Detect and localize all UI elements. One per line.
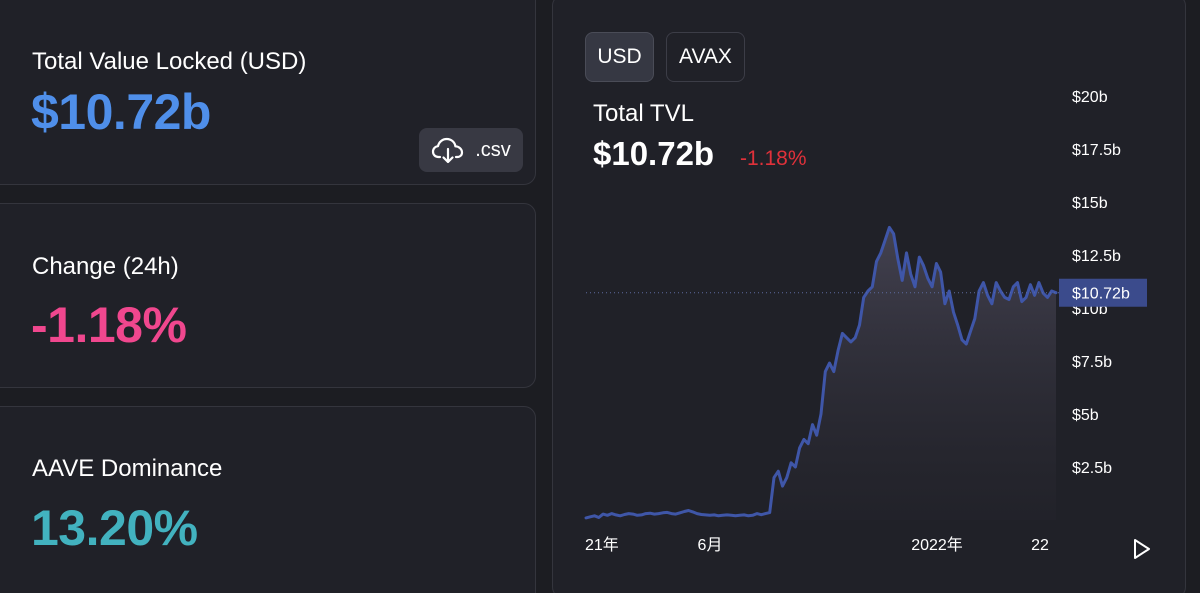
- dominance-value: 13.20%: [31, 500, 198, 556]
- y-tick-label: $5b: [1072, 407, 1099, 424]
- y-tick-label: $2.5b: [1072, 460, 1112, 477]
- tvl-value: $10.72b: [31, 84, 211, 140]
- dominance-label: AAVE Dominance: [32, 455, 223, 482]
- y-tick-label: $15b: [1072, 195, 1108, 212]
- change-card: Change (24h) -1.18%: [0, 203, 536, 388]
- x-tick-label: 2022年: [911, 536, 963, 554]
- x-tick-label: 6月: [698, 537, 723, 554]
- x-tick-label: 22: [1031, 537, 1049, 554]
- change-value: -1.18%: [31, 297, 187, 353]
- toggle-avax[interactable]: AVAX: [666, 32, 745, 82]
- change-label: Change (24h): [32, 253, 179, 280]
- tvl-line: [584, 225, 1058, 520]
- dominance-card: AAVE Dominance 13.20%: [0, 406, 536, 593]
- tvl-label: Total Value Locked (USD): [32, 48, 307, 75]
- y-tick-label: $7.5b: [1072, 354, 1112, 371]
- x-tick-label: 21年: [585, 536, 619, 554]
- tvl-chart[interactable]: $2.5b$5b$7.5b$10b$12.5b$15b$17.5b$20b$10…: [553, 0, 1187, 593]
- cloud-download-icon: [432, 137, 464, 164]
- current-value-tag: [1059, 278, 1147, 307]
- csv-label: .csv: [475, 138, 511, 161]
- chart-title: Total TVL: [593, 100, 694, 127]
- current-value-label: $10.72b: [1072, 286, 1130, 303]
- toggle-usd[interactable]: USD: [585, 32, 654, 82]
- chart-card: $2.5b $5b $7.5b $10b $12.5b $15b $17.5b $20b $10…: [552, 0, 1186, 593]
- play-icon[interactable]: [1131, 537, 1153, 561]
- tvl-area: [586, 227, 1056, 520]
- tvl-card: Total Value Locked (USD) $10.72b .csv: [0, 0, 536, 185]
- chart-change: -1.18%: [740, 147, 807, 170]
- y-tick-label: $20b: [1072, 89, 1108, 106]
- chart-value: $10.72b: [593, 135, 715, 172]
- csv-download-button[interactable]: .csv: [419, 128, 523, 172]
- y-tick-label: $12.5b: [1072, 248, 1121, 265]
- y-tick-label: $17.5b: [1072, 142, 1121, 159]
